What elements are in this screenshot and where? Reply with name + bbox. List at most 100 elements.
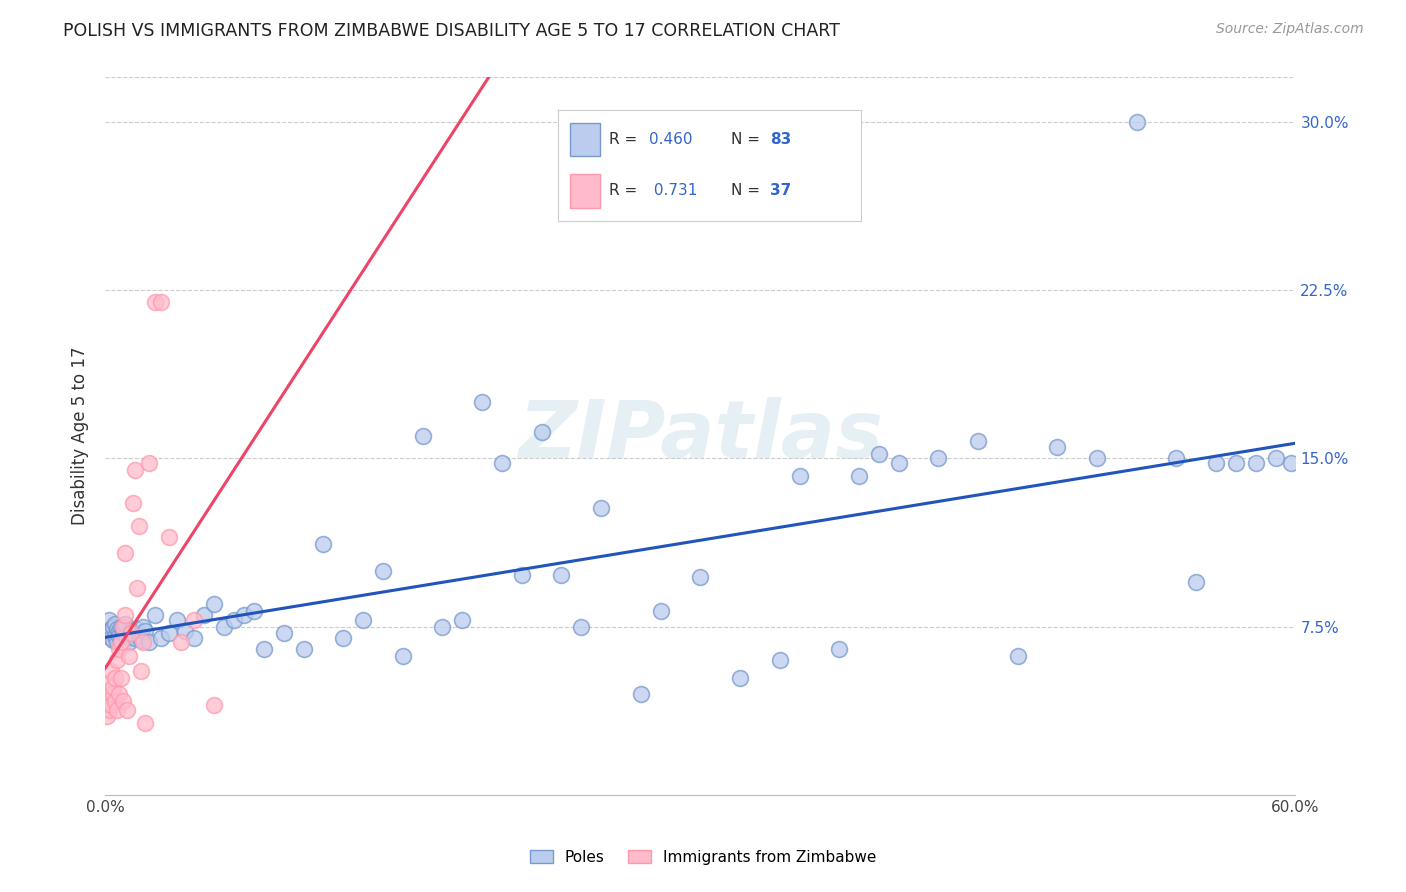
Point [114,546,136,560]
Point [105,702,128,716]
Point [125,582,148,596]
Point [104,693,127,707]
Point [96,693,118,707]
Point [104,617,127,632]
Point [98,613,121,627]
Point [100,622,122,636]
Point [273,626,295,640]
Point [630,687,652,701]
Point [769,653,792,667]
Point [104,629,127,643]
Point [101,619,124,633]
Point [105,622,128,636]
Point [202,597,225,611]
Point [101,680,124,694]
Point [98,675,121,690]
Point [689,570,711,584]
Point [112,626,135,640]
Point [173,624,195,638]
Point [143,294,166,309]
Point [100,698,122,712]
Point [591,500,613,515]
Point [124,463,146,477]
Point [451,613,474,627]
Point [530,425,553,439]
Point [1085,451,1108,466]
Point [1046,440,1069,454]
Point [193,608,215,623]
Point [115,702,138,716]
Point [1126,115,1149,129]
Point [108,687,131,701]
Point [233,608,256,623]
Point [1244,456,1267,470]
Point [112,622,135,636]
Point [1185,574,1208,589]
Point [108,624,131,638]
Point [98,702,121,716]
Point [112,619,135,633]
Point [1225,456,1247,470]
Point [110,635,132,649]
Point [332,631,354,645]
Point [569,619,592,633]
Point [118,648,141,663]
Point [114,629,136,643]
Point [110,633,132,648]
Point [253,642,276,657]
Point [138,456,160,470]
Point [122,626,145,640]
Point [312,536,335,550]
Point [471,395,494,409]
Point [202,698,225,712]
Point [132,635,155,649]
Point [132,619,155,633]
Point [352,613,374,627]
Point [134,624,156,638]
Point [149,294,172,309]
Point [491,456,513,470]
Point [101,633,124,648]
Point [828,642,851,657]
Point [124,631,146,645]
Point [1264,451,1286,466]
Point [134,716,156,731]
Point [157,530,180,544]
Point [96,624,118,638]
Point [143,608,166,623]
Point [183,613,205,627]
Point [927,451,949,466]
Point [1281,456,1303,470]
Point [169,635,191,649]
Point [728,671,751,685]
Point [105,653,128,667]
Point [96,709,118,723]
Point [105,635,128,649]
Point [118,635,141,649]
Point [243,604,266,618]
Point [128,518,150,533]
Point [1007,648,1029,663]
Point [149,631,172,645]
Point [104,671,127,685]
Point [100,665,122,679]
Point [138,635,160,649]
Point [1166,451,1188,466]
Point [128,629,150,643]
Point [120,624,142,638]
Point [650,604,672,618]
Text: ZIPatlas: ZIPatlas [517,397,883,475]
Point [868,447,890,461]
Point [157,626,180,640]
Point [110,671,132,685]
Point [224,613,246,627]
Point [125,622,148,636]
Point [166,613,188,627]
Point [129,665,152,679]
Point [129,633,152,648]
Point [967,434,990,448]
Point [292,642,315,657]
Point [110,619,132,633]
Point [122,496,145,510]
Point [108,642,131,657]
